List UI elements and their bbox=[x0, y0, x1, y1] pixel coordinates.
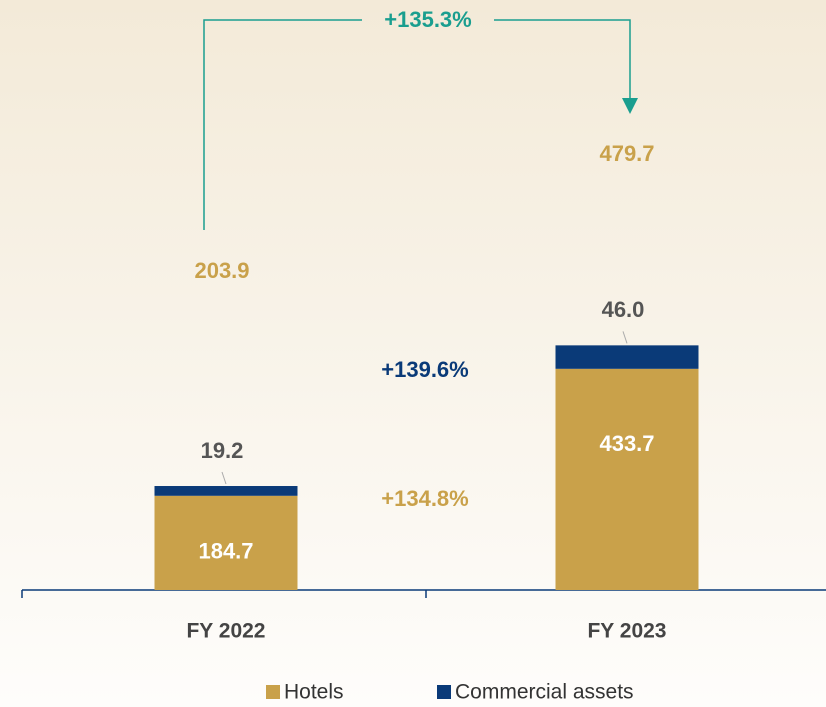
growth-total: +135.3% bbox=[384, 7, 471, 32]
legend-swatch bbox=[266, 685, 280, 699]
total-label: 203.9 bbox=[194, 258, 249, 283]
total-label: 479.7 bbox=[599, 141, 654, 166]
legend-swatch bbox=[437, 685, 451, 699]
legend-label: Commercial assets bbox=[455, 681, 634, 704]
growth-commercial: +139.6% bbox=[381, 357, 468, 382]
bar-segment bbox=[154, 495, 298, 590]
bar-segment bbox=[555, 345, 699, 369]
leader-line bbox=[221, 471, 227, 485]
data-label: 433.7 bbox=[599, 431, 654, 456]
bar-segment bbox=[154, 486, 298, 496]
data-label: 184.7 bbox=[198, 539, 253, 564]
data-label: 19.2 bbox=[201, 438, 244, 463]
bar-segment bbox=[555, 368, 699, 590]
data-label: 46.0 bbox=[602, 297, 645, 322]
x-tick-label: FY 2023 bbox=[587, 620, 666, 643]
bracket-line bbox=[494, 19, 631, 100]
arrow-head bbox=[622, 98, 638, 114]
growth-hotels: +134.8% bbox=[381, 486, 468, 511]
legend-label: Hotels bbox=[284, 681, 344, 704]
bracket-line bbox=[203, 19, 362, 230]
x-tick-label: FY 2022 bbox=[186, 620, 265, 643]
leader-line bbox=[622, 331, 628, 344]
